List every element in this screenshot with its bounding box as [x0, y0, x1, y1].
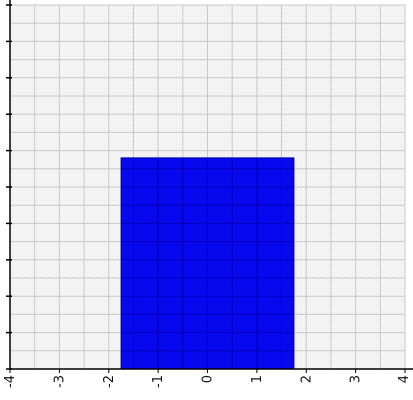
- bars: [120, 157, 295, 370]
- x-tick-label: -1: [151, 375, 166, 388]
- axes: [6, 0, 413, 373]
- x-tick-label: -2: [102, 375, 117, 388]
- x-tick-label: -3: [52, 375, 67, 388]
- x-tick-label: 3: [349, 375, 364, 383]
- x-tick-labels: -4 -3 -2 -1 0 1 2 3 4: [3, 375, 412, 388]
- x-tick-label: 2: [299, 375, 314, 383]
- x-tick-label: 0: [201, 375, 216, 383]
- x-tick-label: 4: [397, 375, 412, 383]
- x-tick-label: -4: [3, 375, 18, 388]
- x-tick-label: 1: [250, 375, 265, 383]
